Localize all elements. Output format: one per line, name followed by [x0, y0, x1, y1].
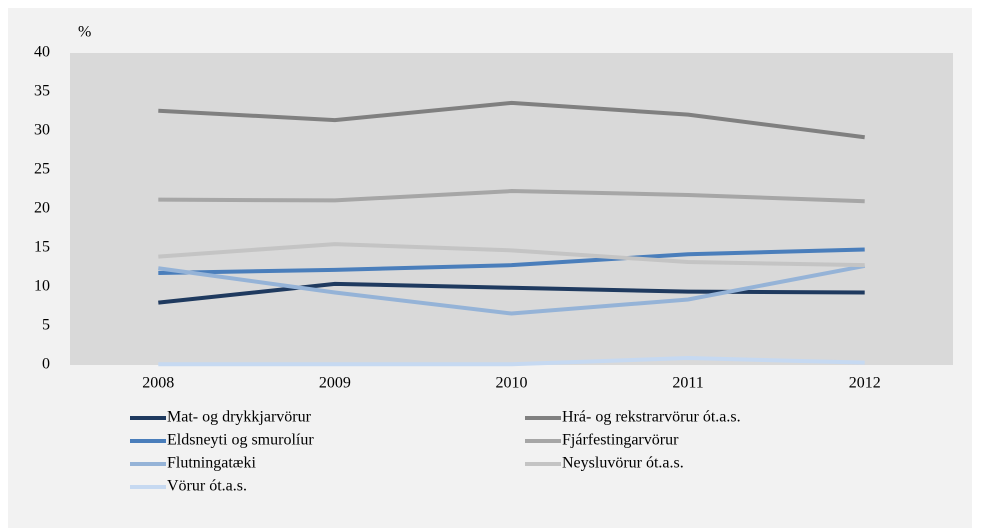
- series-line: [158, 189, 865, 204]
- x-tick-label: 2012: [849, 375, 881, 392]
- y-unit: %: [78, 24, 91, 41]
- y-tick-label: 5: [42, 317, 50, 334]
- x-tick-label: 2011: [672, 375, 703, 392]
- y-tick-label: 20: [34, 200, 50, 217]
- legend-label: Eldsneyti og smurolíur: [167, 432, 314, 449]
- series-line: [158, 242, 865, 268]
- series-line: [158, 281, 865, 305]
- series-line: [158, 247, 865, 275]
- y-tick-label: 15: [34, 239, 50, 256]
- y-tick-label: 25: [34, 161, 50, 178]
- series-line: [158, 100, 865, 140]
- legend-label: Neysluvörur ót.a.s.: [562, 455, 684, 472]
- legend-label: Flutningatæki: [167, 455, 256, 472]
- legend-label: Hrá- og rekstrarvörur ót.a.s.: [562, 409, 741, 426]
- x-tick-label: 2009: [319, 375, 351, 392]
- legend-label: Mat- og drykkjarvörur: [167, 409, 312, 426]
- y-tick-label: 35: [34, 83, 50, 100]
- legend-label: Fjárfestingarvörur: [562, 432, 679, 449]
- series-line: [158, 355, 865, 367]
- x-tick-label: 2008: [142, 375, 174, 392]
- series-line: [158, 263, 866, 316]
- y-tick-label: 10: [34, 278, 50, 295]
- plot-area: [70, 53, 953, 365]
- y-tick-label: 40: [34, 44, 50, 61]
- x-tick-label: 2010: [496, 375, 528, 392]
- y-tick-label: 0: [42, 356, 50, 373]
- legend-label: Vörur ót.a.s.: [167, 478, 247, 495]
- y-tick-label: 30: [34, 122, 50, 139]
